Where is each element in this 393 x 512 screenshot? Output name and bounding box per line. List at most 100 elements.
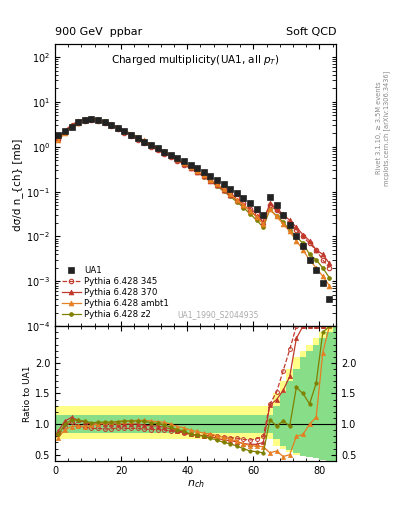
Pythia 6.428 370 [162,150,167,156]
Pythia 6.428 370 [248,207,252,214]
Pythia 6.428 370 [261,219,266,225]
Pythia 6.428 z2 [89,115,94,121]
Pythia 6.428 370 [188,165,193,172]
UA1 [102,119,107,125]
Pythia 6.428 345 [135,137,140,143]
Pythia 6.428 345 [241,200,246,206]
UA1 [208,173,213,179]
Pythia 6.428 ambt1 [89,116,94,122]
Pythia 6.428 z2 [83,116,87,122]
UA1 [254,205,259,211]
Pythia 6.428 ambt1 [116,124,120,131]
Pythia 6.428 ambt1 [76,120,81,126]
Pythia 6.428 z2 [221,188,226,194]
Pythia 6.428 z2 [261,224,266,230]
Pythia 6.428 ambt1 [320,273,325,279]
Pythia 6.428 z2 [116,124,120,131]
Pythia 6.428 370 [168,153,173,159]
Pythia 6.428 z2 [95,116,100,122]
Pythia 6.428 z2 [202,174,206,180]
Pythia 6.428 370 [69,122,74,128]
Pythia 6.428 ambt1 [168,152,173,158]
Pythia 6.428 z2 [327,275,332,281]
Pythia 6.428 345 [320,257,325,263]
Text: UA1_1990_S2044935: UA1_1990_S2044935 [177,310,259,319]
Pythia 6.428 z2 [76,118,81,124]
Pythia 6.428 z2 [188,165,193,172]
UA1 [202,169,206,175]
UA1 [314,267,319,273]
Pythia 6.428 ambt1 [62,130,67,136]
Pythia 6.428 z2 [314,257,319,263]
Pythia 6.428 345 [281,214,285,220]
Pythia 6.428 345 [268,202,272,208]
Pythia 6.428 ambt1 [208,177,213,183]
Pythia 6.428 345 [62,129,67,135]
UA1 [129,132,133,138]
Pythia 6.428 ambt1 [155,144,160,151]
Pythia 6.428 370 [314,247,319,253]
Pythia 6.428 z2 [294,233,299,240]
Pythia 6.428 345 [149,144,153,150]
Pythia 6.428 ambt1 [129,131,133,137]
Y-axis label: Ratio to UA1: Ratio to UA1 [23,365,32,422]
Pythia 6.428 z2 [301,240,305,246]
Pythia 6.428 345 [76,120,81,126]
Pythia 6.428 345 [202,173,206,179]
Pythia 6.428 z2 [135,134,140,140]
UA1 [76,119,81,125]
Pythia 6.428 370 [109,122,114,128]
Pythia 6.428 370 [56,135,61,141]
Pythia 6.428 ambt1 [248,208,252,214]
Pythia 6.428 ambt1 [327,283,332,289]
Pythia 6.428 345 [294,227,299,233]
Pythia 6.428 z2 [149,141,153,147]
Pythia 6.428 370 [235,197,239,203]
UA1 [188,161,193,167]
Pythia 6.428 345 [261,217,266,223]
Pythia 6.428 ambt1 [162,148,167,154]
Pythia 6.428 z2 [241,204,246,210]
UA1 [287,222,292,228]
Pythia 6.428 ambt1 [254,214,259,220]
Pythia 6.428 370 [89,116,94,122]
Pythia 6.428 z2 [109,121,114,127]
Pythia 6.428 ambt1 [314,265,319,271]
Line: Pythia 6.428 370: Pythia 6.428 370 [56,116,332,266]
Pythia 6.428 z2 [215,183,219,189]
Pythia 6.428 z2 [274,212,279,219]
UA1 [241,195,246,201]
Text: Soft QCD: Soft QCD [286,27,336,37]
Pythia 6.428 370 [221,187,226,193]
Pythia 6.428 ambt1 [235,197,239,203]
Pythia 6.428 345 [301,233,305,240]
X-axis label: $n_{ch}$: $n_{ch}$ [187,478,204,490]
Pythia 6.428 345 [182,161,186,167]
Pythia 6.428 z2 [69,122,74,129]
UA1 [294,233,299,240]
Pythia 6.428 z2 [162,149,167,155]
Pythia 6.428 345 [56,136,61,142]
UA1 [122,129,127,135]
Pythia 6.428 370 [129,132,133,138]
Pythia 6.428 370 [327,261,332,267]
Line: Pythia 6.428 345: Pythia 6.428 345 [56,118,332,270]
Pythia 6.428 345 [314,247,319,253]
Pythia 6.428 345 [95,118,100,124]
Pythia 6.428 345 [69,123,74,129]
UA1 [195,165,200,172]
Pythia 6.428 345 [102,120,107,126]
Pythia 6.428 370 [215,182,219,188]
Pythia 6.428 ambt1 [122,127,127,134]
Pythia 6.428 345 [215,181,219,187]
Pythia 6.428 ambt1 [221,186,226,193]
UA1 [62,129,67,135]
Pythia 6.428 345 [228,190,233,197]
Pythia 6.428 345 [83,118,87,124]
Pythia 6.428 370 [149,142,153,148]
Pythia 6.428 ambt1 [215,181,219,187]
UA1 [307,257,312,263]
Pythia 6.428 370 [135,135,140,141]
Pythia 6.428 370 [95,117,100,123]
Pythia 6.428 370 [281,211,285,218]
